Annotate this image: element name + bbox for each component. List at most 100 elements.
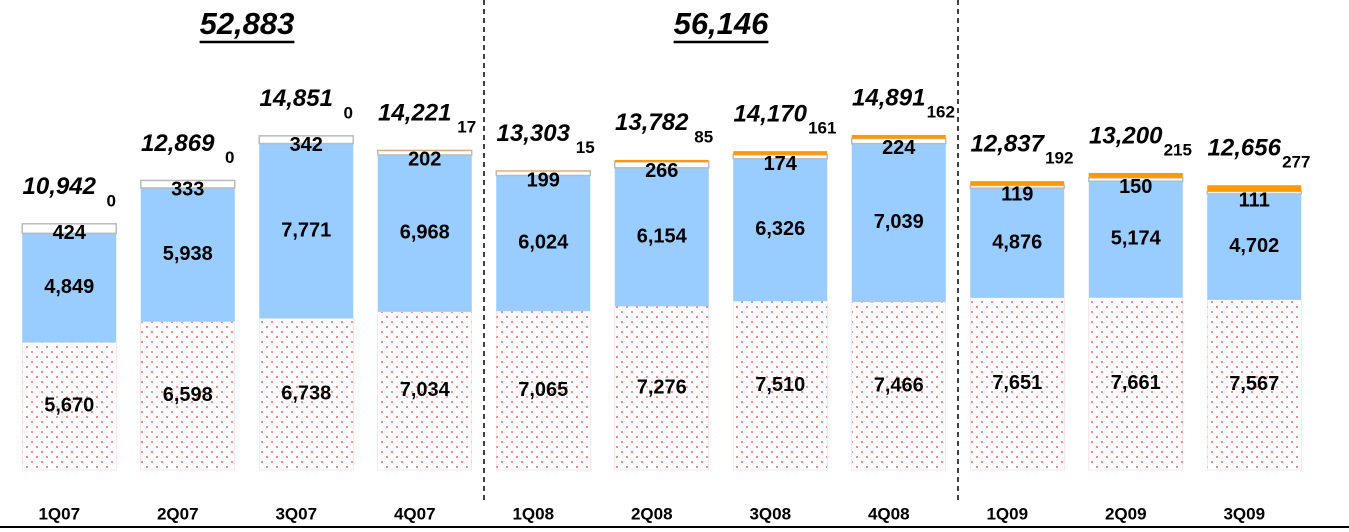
value-label: 215 <box>1164 140 1192 159</box>
value-label: 7,661 <box>1111 372 1161 394</box>
bar-segment <box>614 306 709 471</box>
x-tick-label: 1Q07 <box>38 504 80 523</box>
x-tick-label: 1Q09 <box>986 504 1028 523</box>
x-tick-label: 3Q08 <box>749 504 791 523</box>
value-label: 6,598 <box>163 384 213 406</box>
value-label: 150 <box>1119 176 1152 198</box>
total-label: 10,942 <box>23 173 97 200</box>
bar-segment <box>1207 185 1302 192</box>
bar-segment <box>496 175 591 312</box>
x-tick-label: 2Q07 <box>157 504 199 523</box>
value-label: 7,771 <box>281 219 331 241</box>
x-tick-label: 1Q08 <box>512 504 554 523</box>
bar-segment <box>733 158 828 302</box>
value-label: 4,702 <box>1229 235 1279 257</box>
total-label: 12,656 <box>1208 135 1282 162</box>
value-label: 7,276 <box>637 376 687 398</box>
bar-segment <box>22 342 117 471</box>
total-label: 12,837 <box>971 131 1046 158</box>
value-label: 5,938 <box>163 243 213 265</box>
bar-segment <box>851 301 946 471</box>
value-label: 424 <box>53 222 87 244</box>
x-tick-label: 2Q08 <box>631 504 673 523</box>
group-total: 56,146 <box>674 6 770 41</box>
value-label: 7,039 <box>874 211 924 233</box>
total-label: 13,782 <box>615 109 689 136</box>
value-label: 224 <box>882 137 916 159</box>
bar-segment <box>377 154 472 312</box>
total-label: 14,221 <box>378 99 451 126</box>
value-label: 4,876 <box>992 231 1042 253</box>
value-label: 6,326 <box>755 218 805 240</box>
x-tick-label: 3Q09 <box>1223 504 1265 523</box>
value-label: 5,670 <box>44 394 94 416</box>
total-label: 13,303 <box>497 120 571 147</box>
x-tick-label: 4Q07 <box>394 504 436 523</box>
value-label: 6,968 <box>400 222 450 244</box>
value-label: 0 <box>344 103 353 122</box>
bar-segment <box>496 310 591 471</box>
value-label: 6,154 <box>637 225 688 247</box>
value-label: 7,651 <box>992 372 1042 394</box>
value-label: 0 <box>225 148 234 167</box>
total-label: 12,869 <box>141 130 215 157</box>
value-label: 7,510 <box>755 374 805 396</box>
value-label: 85 <box>694 127 713 146</box>
bar-segment <box>259 143 354 319</box>
bar-segment <box>495 170 591 177</box>
value-label: 277 <box>1282 153 1310 172</box>
value-label: 0 <box>107 191 116 210</box>
value-label: 199 <box>527 169 560 191</box>
total-label: 13,200 <box>1089 122 1163 149</box>
bar-segment <box>1088 173 1183 178</box>
bar-segment <box>970 188 1065 298</box>
bar-segment <box>21 223 117 235</box>
bar-segment <box>733 300 828 471</box>
value-label: 7,065 <box>518 379 568 401</box>
value-label: 7,567 <box>1229 373 1279 395</box>
bar-segment <box>1088 181 1183 298</box>
bar-segment <box>1207 193 1302 300</box>
value-label: 5,174 <box>1111 228 1162 250</box>
bar-segment <box>851 143 946 303</box>
value-label: 119 <box>1001 184 1033 206</box>
bar-segment <box>140 187 235 322</box>
value-label: 4,849 <box>44 276 94 298</box>
value-label: 6,738 <box>281 382 331 404</box>
bar-segment <box>377 311 472 471</box>
value-label: 17 <box>457 118 476 137</box>
value-label: 6,024 <box>518 232 569 254</box>
bar-segment <box>258 135 354 145</box>
value-label: 333 <box>171 179 204 201</box>
value-label: 7,034 <box>400 379 451 401</box>
total-label: 14,891 <box>852 84 925 111</box>
x-tick-label: 4Q08 <box>868 504 910 523</box>
value-label: 111 <box>1239 190 1270 212</box>
value-label: 174 <box>764 153 798 175</box>
total-label: 14,170 <box>734 101 808 128</box>
value-label: 342 <box>290 134 323 156</box>
bar-segment <box>1207 299 1302 471</box>
bar-segment <box>970 181 1065 186</box>
bar-segment <box>22 233 117 343</box>
value-label: 161 <box>808 119 836 138</box>
value-label: 202 <box>408 149 441 171</box>
value-label: 192 <box>1045 149 1073 168</box>
bar-segment <box>140 321 235 471</box>
value-label: 7,466 <box>874 374 924 396</box>
value-label: 15 <box>576 138 595 157</box>
bar-segment <box>140 179 236 189</box>
x-tick-label: 3Q07 <box>275 504 317 523</box>
value-label: 162 <box>927 102 955 121</box>
bar-segment <box>851 134 946 139</box>
bar-segment <box>970 297 1065 471</box>
value-label: 266 <box>645 160 678 182</box>
x-tick-label: 2Q09 <box>1105 504 1147 523</box>
group-total: 52,883 <box>200 6 295 41</box>
bar-segment <box>614 159 709 162</box>
total-label: 14,851 <box>260 85 333 112</box>
bar-segment <box>614 167 709 307</box>
bar-segment <box>1088 297 1183 471</box>
bar-segment <box>733 151 828 155</box>
